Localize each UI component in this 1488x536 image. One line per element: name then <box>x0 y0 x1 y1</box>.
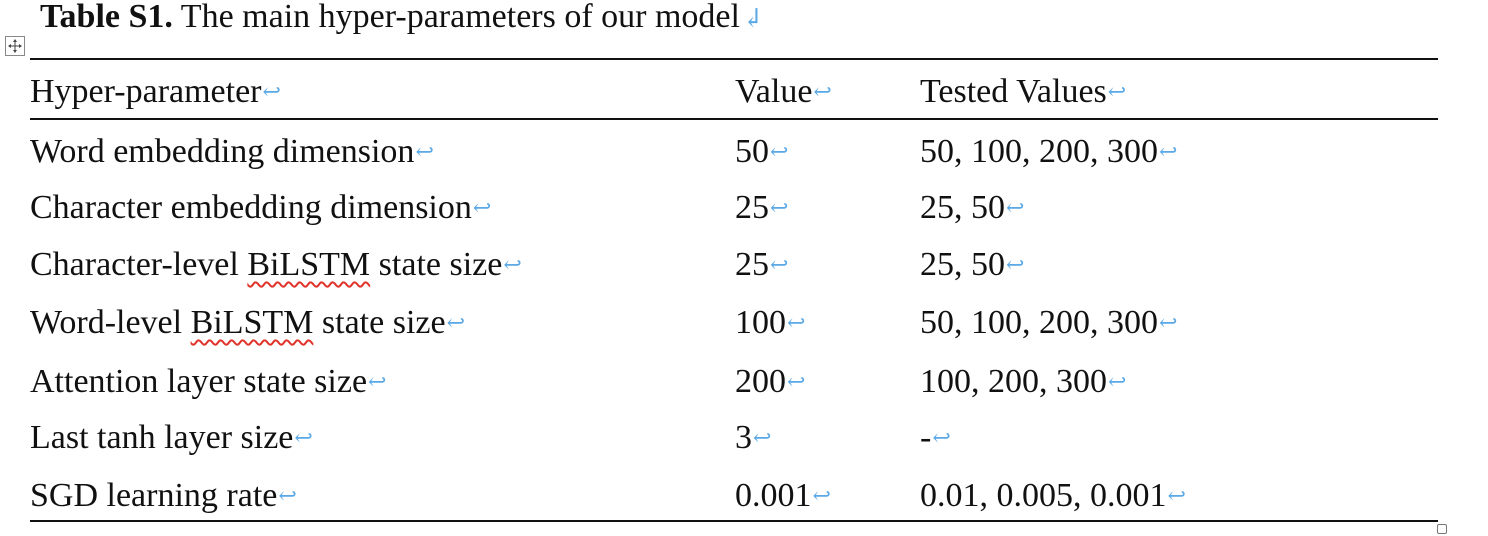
cell-mark-icon: ↩ <box>770 252 789 277</box>
cell-mark-icon: ↩ <box>1108 369 1127 394</box>
header-cell-value: Value↩ <box>735 73 832 110</box>
table-header-row: Hyper-parameter↩ Value↩ Tested Values↩ <box>0 64 1488 120</box>
table-row: Last tanh layer size↩ 3↩ -↩ <box>0 410 1488 466</box>
table-move-handle-icon[interactable] <box>5 36 25 56</box>
cell-mark-icon: ↩ <box>1167 483 1186 508</box>
param-cell: Character-level BiLSTM state size↩ <box>30 246 522 283</box>
tested-values-cell: 0.01, 0.005, 0.001↩ <box>920 477 1186 514</box>
cell-mark-icon: ↩ <box>1006 195 1025 220</box>
spelling-flagged-word: BiLSTM <box>247 246 371 283</box>
table-bottom-rule <box>30 520 1438 522</box>
cell-mark-icon: ↩ <box>770 195 789 220</box>
cell-mark-icon: ↩ <box>753 425 772 450</box>
param-cell: Word-level BiLSTM state size↩ <box>30 304 466 341</box>
table-header-rule <box>30 118 1438 120</box>
cell-mark-icon: ↩ <box>294 425 313 450</box>
cell-mark-icon: ↩ <box>1006 252 1025 277</box>
param-cell: SGD learning rate↩ <box>30 477 297 514</box>
table-resize-handle-icon[interactable] <box>1437 524 1447 534</box>
cell-mark-icon: ↩ <box>787 310 806 335</box>
cell-mark-icon: ↩ <box>812 483 831 508</box>
header-cell-tested-values: Tested Values↩ <box>920 73 1127 110</box>
table-row: Character-level BiLSTM state size↩ 25↩ 2… <box>0 237 1488 293</box>
cell-mark-icon: ↩ <box>813 79 832 104</box>
table-row: SGD learning rate↩ 0.001↩ 0.01, 0.005, 0… <box>0 468 1488 524</box>
value-cell: 200↩ <box>735 363 806 400</box>
tested-values-cell: 25, 50↩ <box>920 246 1025 283</box>
paragraph-mark-icon: ↲ <box>741 4 764 33</box>
cell-mark-icon: ↩ <box>262 79 281 104</box>
param-cell: Last tanh layer size↩ <box>30 419 313 456</box>
value-cell: 25↩ <box>735 189 789 226</box>
cell-mark-icon: ↩ <box>787 369 806 394</box>
value-cell: 25↩ <box>735 246 789 283</box>
value-cell: 0.001↩ <box>735 477 831 514</box>
param-cell: Attention layer state size↩ <box>30 363 387 400</box>
cell-mark-icon: ↩ <box>503 252 522 277</box>
value-cell: 100↩ <box>735 304 806 341</box>
table-row: Word embedding dimension↩ 50↩ 50, 100, 2… <box>0 124 1488 180</box>
tested-values-cell: -↩ <box>920 419 951 456</box>
value-cell: 50↩ <box>735 133 789 170</box>
table-row: Word-level BiLSTM state size↩ 100↩ 50, 1… <box>0 295 1488 351</box>
table-caption: Table S1. The main hyper-parameters of o… <box>40 0 764 40</box>
cell-mark-icon: ↩ <box>446 310 466 335</box>
cell-mark-icon: ↩ <box>932 425 951 450</box>
spelling-flagged-word: BiLSTM <box>190 304 314 341</box>
cell-mark-icon: ↩ <box>1159 310 1178 335</box>
tested-values-cell: 100, 200, 300↩ <box>920 363 1127 400</box>
cell-mark-icon: ↩ <box>278 483 297 508</box>
param-cell: Word embedding dimension↩ <box>30 133 434 170</box>
tested-values-cell: 25, 50↩ <box>920 189 1025 226</box>
cell-mark-icon: ↩ <box>415 139 434 164</box>
cell-mark-icon: ↩ <box>1107 79 1127 104</box>
header-cell-hyper-parameter: Hyper-parameter↩ <box>30 73 281 110</box>
param-cell: Character embedding dimension↩ <box>30 189 492 226</box>
cell-mark-icon: ↩ <box>770 139 789 164</box>
caption-label: Table S1. <box>40 0 173 35</box>
cell-mark-icon: ↩ <box>368 369 387 394</box>
table-top-rule <box>30 58 1438 60</box>
tested-values-cell: 50, 100, 200, 300↩ <box>920 133 1178 170</box>
table-row: Character embedding dimension↩ 25↩ 25, 5… <box>0 180 1488 236</box>
table-row: Attention layer state size↩ 200↩ 100, 20… <box>0 354 1488 410</box>
cell-mark-icon: ↩ <box>1159 139 1178 164</box>
value-cell: 3↩ <box>735 419 772 456</box>
tested-values-cell: 50, 100, 200, 300↩ <box>920 304 1178 341</box>
caption-text: The main hyper-parameters of our model <box>172 0 740 35</box>
cell-mark-icon: ↩ <box>472 195 492 220</box>
